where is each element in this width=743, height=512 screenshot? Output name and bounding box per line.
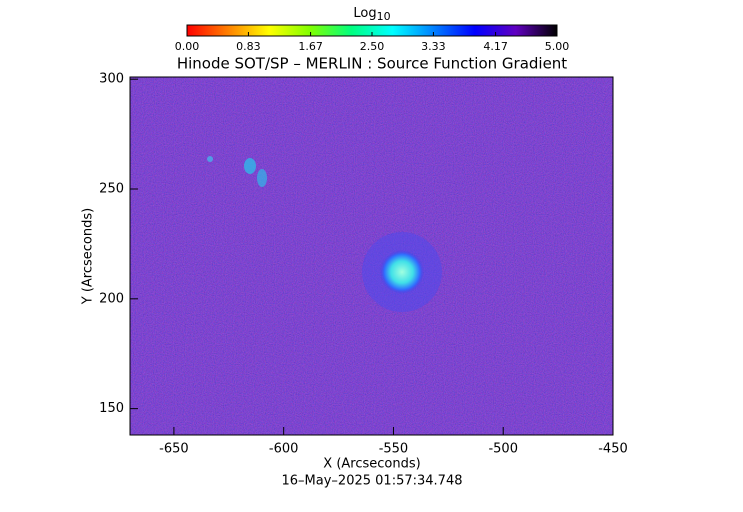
colorbar-tick-label: 0.83 (236, 40, 261, 53)
colorbar-tick-label: 3.33 (421, 40, 446, 53)
colorbar-tick-label: 2.50 (360, 40, 385, 53)
colorbar-tick-label: 5.00 (545, 40, 570, 53)
chart-title: Hinode SOT/SP – MERLIN : Source Function… (177, 55, 567, 73)
plot-frame (129, 76, 614, 436)
colorbar-label: Log10 (353, 6, 390, 24)
y-tick-label: 300 (99, 72, 124, 87)
x-tick-label: -450 (598, 442, 628, 457)
x-tick-label: -500 (488, 442, 518, 457)
x-tick-label: -550 (379, 442, 409, 457)
colorbar-tick-label: 1.67 (298, 40, 323, 53)
x-tick-label: -650 (159, 442, 189, 457)
image (130, 77, 613, 435)
y-axis-label: Y (Arcseconds) (81, 208, 96, 305)
y-tick-label: 200 (99, 291, 124, 306)
y-tick-label: 250 (99, 182, 124, 197)
colorbar-tick-label: 4.17 (483, 40, 508, 53)
colorbar-tick-label: 0.00 (175, 40, 200, 53)
x-axis-label: X (Arcseconds) (323, 457, 420, 472)
footer: 16–May–2025 01:57:34.748 (282, 474, 463, 489)
y-tick-label: 150 (99, 401, 124, 416)
x-tick-label: -600 (269, 442, 299, 457)
